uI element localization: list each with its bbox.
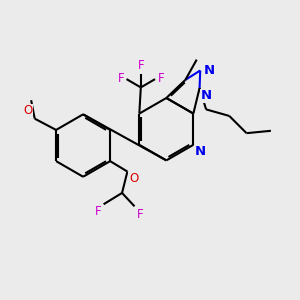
Text: F: F [137,59,144,72]
Text: F: F [158,72,164,85]
Text: N: N [201,89,212,103]
Text: F: F [118,72,124,85]
Text: N: N [195,146,206,158]
Text: N: N [204,64,215,77]
Text: F: F [94,206,101,218]
Text: O: O [129,172,138,185]
Text: F: F [137,208,143,220]
Text: O: O [23,104,32,118]
